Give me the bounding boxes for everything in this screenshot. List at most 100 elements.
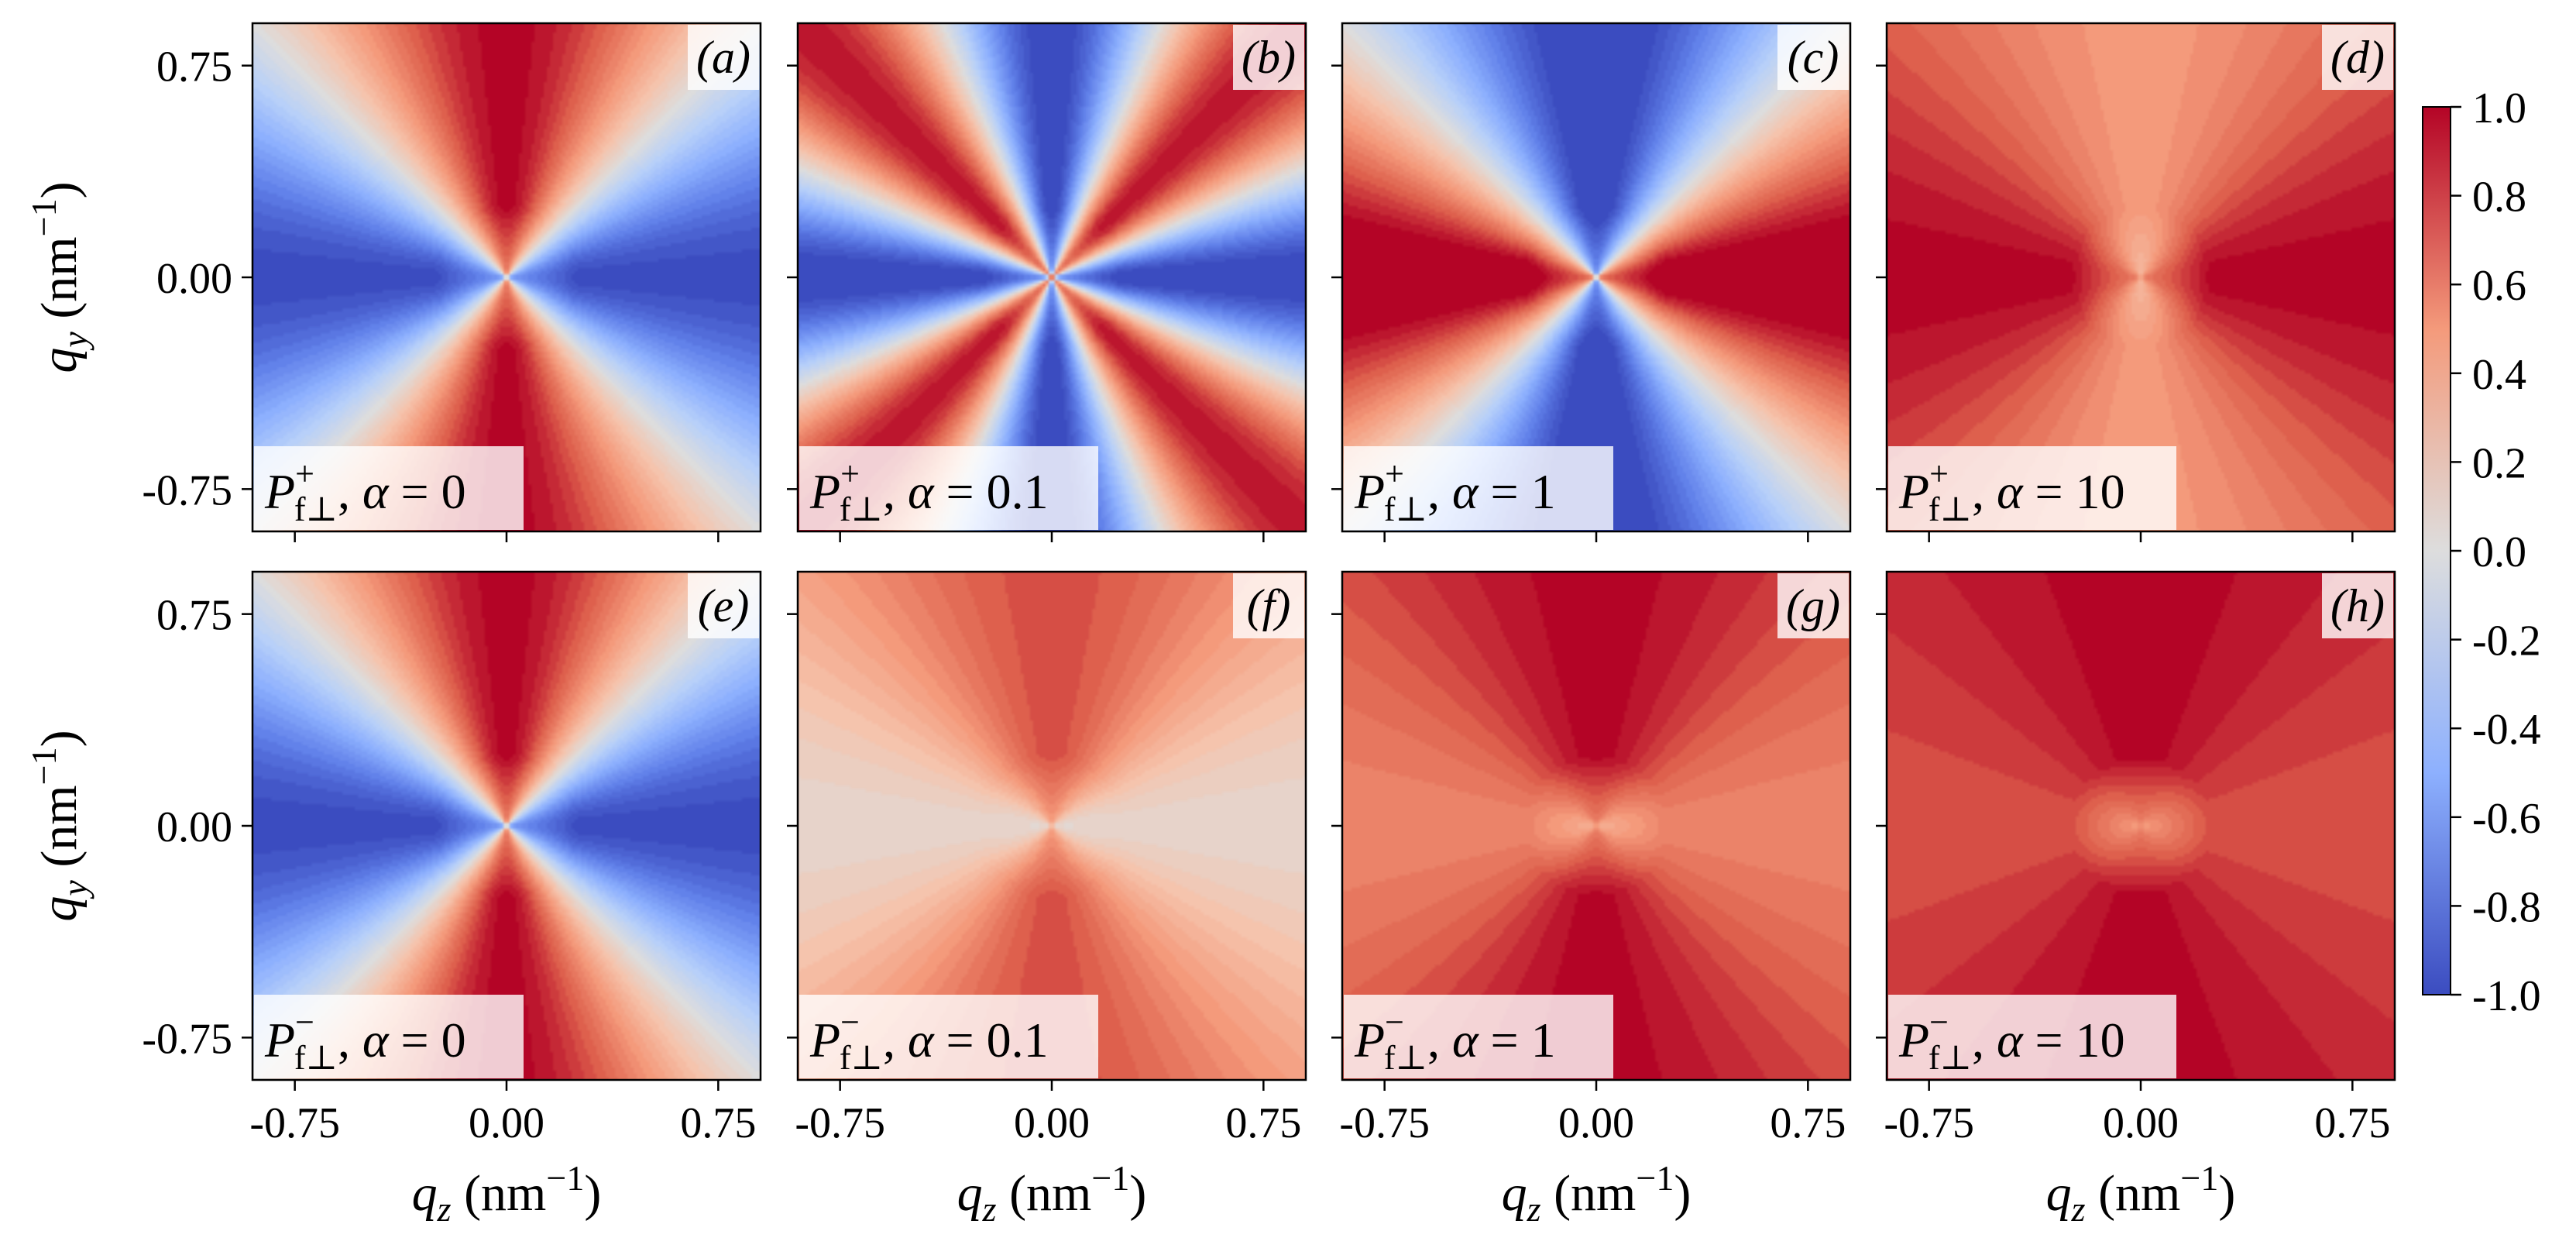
panel-label-sub: f⊥ [294,490,338,528]
y-tick-label: 0.75 [156,592,232,640]
y-tick-label: 0.00 [156,255,232,303]
panel-label-box [799,446,1098,530]
panel-letter: (d) [2330,32,2385,83]
panel-label-alpha: 0 [441,464,466,519]
colorbar-tick-label: 0.2 [2472,439,2526,487]
colorbar-tick-label: 0.4 [2472,351,2526,399]
panel-label-alpha: 10 [2076,1013,2125,1068]
panel-label-sub: f⊥ [1384,490,1427,528]
x-tick-label: 0.00 [1014,1099,1090,1147]
colorbar-tick-label: 1.0 [2472,84,2526,132]
panel-label-alpha: 1 [1531,464,1556,519]
panel-label-box [1888,446,2176,530]
x-tick-label: 0.00 [1558,1099,1634,1147]
panel-label-eq: = [2023,464,2076,519]
panel-label-alpha: 0 [441,1013,466,1068]
panel-label-eq: = [1479,1013,1531,1068]
panel-letter-box [1233,25,1304,90]
panel-label-comma: , [1427,464,1452,519]
panel-label-box [1344,995,1613,1078]
x-tick-label: -0.75 [249,1099,340,1147]
x-tick-label: 0.00 [469,1099,544,1147]
panel-label-comma: , [883,464,908,519]
panel-label-sign: + [840,455,860,493]
panel-label-var: P [1898,464,1929,519]
y-tick-label: -0.75 [142,466,232,514]
panel-label: P− f⊥, α = 1 [1354,1003,1556,1077]
panel-label: P+ f⊥, α = 0 [264,455,466,528]
panel-label-box [254,446,524,530]
panel-label-sign: + [295,455,314,493]
panel-label-greek: α [908,1013,935,1068]
panel-label-greek: α [1997,464,2024,519]
panel-label-alpha: 0.1 [987,1013,1049,1068]
panel-label-eq: = [934,1013,987,1068]
panel-letter: (h) [2330,580,2385,631]
panel-label: P+ f⊥, α = 1 [1354,455,1556,528]
panel-label-var: P [264,464,295,519]
panel-label-box [799,995,1098,1078]
x-tick-label: 0.75 [680,1099,756,1147]
panel-label-comma: , [1427,1013,1452,1068]
colorbar-tick-label: 0.6 [2472,262,2526,310]
x-axis-title: qz (nm−1) [957,1158,1147,1229]
panel-label-eq: = [1479,464,1531,519]
panel-letter: (f) [1247,580,1291,631]
panel-label-greek: α [362,464,390,519]
panel-f: (f) P− f⊥, α = 0.1 [787,570,1307,1091]
panel-letter-box [2322,25,2393,90]
panel-label-box [1344,446,1613,530]
panel-letter-box [1777,573,1849,638]
panel-label-sub: f⊥ [1929,1039,1972,1077]
colorbar-tick-label: 0.0 [2472,528,2526,576]
panel-label-comma: , [338,464,362,519]
panel-label-box [254,995,524,1078]
colorbar-tick-label: -0.4 [2472,706,2541,754]
panel-e: (e) P− f⊥, α = 0 [242,570,762,1091]
y-axes-layer: 0.75 0.00 -0.75 qy (nm−1) 0.75 0.00 -0.75 qy (n… [24,43,232,1064]
panel-label-greek: α [362,1013,390,1068]
x-tick-label: -0.75 [1884,1099,1974,1147]
panel-label-sub: f⊥ [1384,1039,1427,1077]
panel-label-var: P [264,1013,295,1068]
x-tick-label: 0.75 [1770,1099,1846,1147]
panel-label-var: P [1354,464,1385,519]
panel-label-comma: , [338,1013,362,1068]
y-tick-label: 0.75 [156,43,232,91]
panel-label-comma: , [1972,464,1997,519]
x-axis-title: qz (nm−1) [1502,1158,1692,1229]
panel-label-sign: − [840,1003,860,1041]
panel-label-greek: α [1997,1013,2024,1068]
colorbar-tick-label: -0.8 [2472,883,2541,931]
panel-d: (d) P+ f⊥, α = 10 [1876,22,2396,542]
panel-label: P− f⊥, α = 10 [1898,1003,2125,1077]
panel-label-sub: f⊥ [840,490,883,528]
panel-label: P+ f⊥, α = 0.1 [809,455,1049,528]
panel-letter: (c) [1788,32,1839,83]
panel-label-sub: f⊥ [1929,490,1972,528]
panel-label-comma: , [1972,1013,1997,1068]
panel-g: (g) P− f⊥, α = 1 [1331,570,1852,1091]
panel-label-alpha: 1 [1531,1013,1556,1068]
panel-label-eq: = [389,464,441,519]
panel-c: (c) P+ f⊥, α = 1 [1331,22,1852,542]
x-axes-layer: -0.75 0.00 0.75 qz (nm−1) -0.75 0.00 0.75 qz (n… [249,1099,2390,1229]
panels-layer: (a)P+ f⊥, α = 0(b)P+ f⊥, α = 0.1(c)P+ f⊥, α… [242,22,2396,1091]
panel-label-sign: − [1385,1003,1404,1041]
panel-letter-box [1777,25,1849,90]
colorbar: 1.0 0.8 0.6 0.4 0.2 0.0 -0.2 -0.4 -0.6 -0.8 -1.0 [2422,84,2541,1020]
panel-label-sub: f⊥ [294,1039,338,1077]
panel-label-eq: = [2023,1013,2076,1068]
panel-label-var: P [809,464,840,519]
panel-label-sub: f⊥ [840,1039,883,1077]
panel-label-sign: − [1929,1003,1949,1041]
colorbar-gradient [2422,106,2451,995]
panel-label-greek: α [908,464,935,519]
panel-letter: (a) [696,32,750,83]
panel-letter-box [688,25,759,90]
panel-label-var: P [1898,1013,1929,1068]
panel-letter: (e) [698,580,750,631]
panel-letter-box [688,573,759,638]
panel-label-sign: − [295,1003,314,1041]
